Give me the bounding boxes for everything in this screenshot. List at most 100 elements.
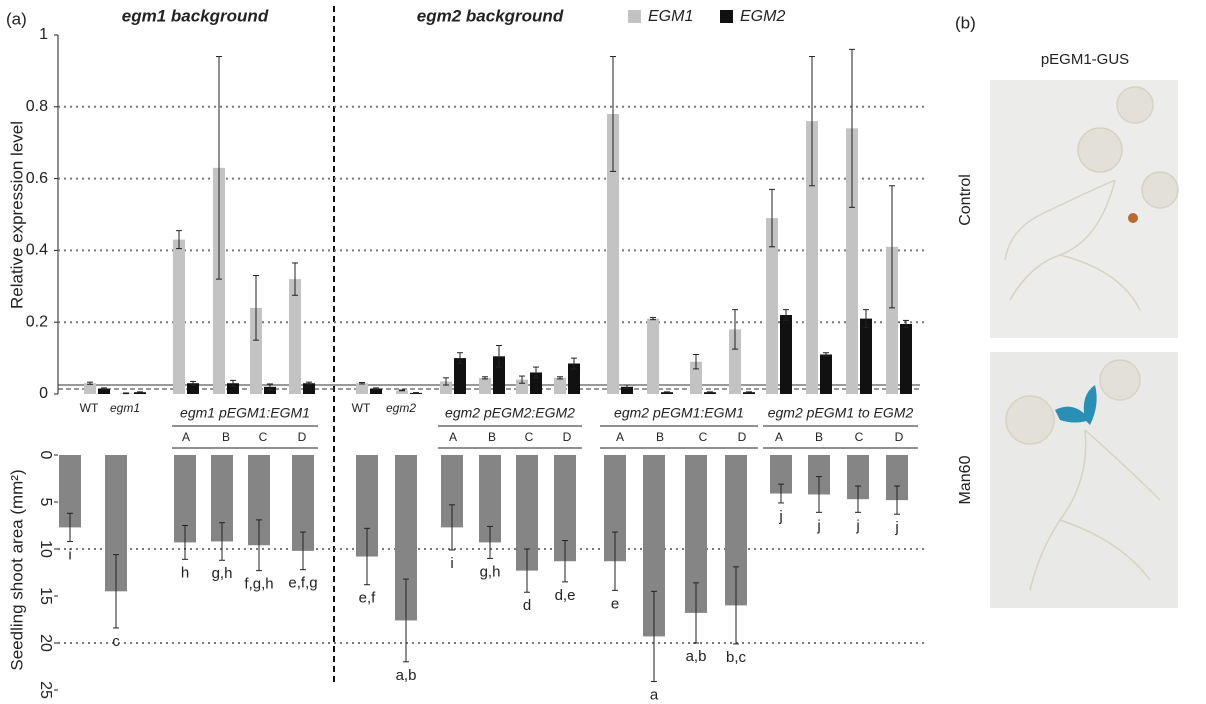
legend-label: EGM2 [740,8,785,25]
significance-label: i [450,555,453,572]
bar [846,128,858,394]
legend-label: EGM1 [648,8,693,25]
x-tick-label: A [182,430,190,444]
x-tick-label: C [855,430,864,444]
error-bar [457,352,463,364]
error-bar [373,387,379,390]
panel-title: pEGM1-GUS [1041,51,1129,68]
bar [554,377,566,394]
error-bar [650,317,656,321]
error-bar [903,319,909,329]
bar [493,356,505,394]
x-tick-label: A [616,430,624,444]
significance-label: j [894,519,898,536]
error-bar [219,522,225,561]
seedling [1004,86,1179,591]
error-bar [123,392,129,395]
significance-label: d [523,597,531,614]
error-bar [664,391,670,394]
bar [604,455,626,562]
error-bar [300,531,306,571]
error-bar [612,531,618,591]
x-tick-label: C [525,430,534,444]
panel-label: (a) [6,9,27,28]
error-bar [562,540,568,583]
bar [84,383,96,394]
error-bar [482,376,488,380]
significance-label: b,c [726,649,747,666]
error-bar [292,262,298,296]
bar [900,323,912,394]
error-bar [87,381,93,385]
bar [770,455,792,494]
y-tick-label: 0 [37,451,54,460]
significance-label: j [855,517,859,534]
y-tick-label: 0.2 [26,313,48,330]
error-bar [190,380,196,386]
significance-label: a [650,687,659,704]
x-tick-label: A [775,430,783,444]
bar [479,377,491,394]
error-bar [267,383,273,391]
error-bar [113,554,119,629]
bar [621,386,633,394]
bar [743,392,755,394]
error-bar [519,375,525,384]
bar [806,121,818,394]
y-tick-label: 0.6 [26,170,48,187]
group-label: egm2 pEGM1 to EGM2 [768,405,914,421]
x-tick-label: D [298,430,307,444]
group-label: egm2 pEGM2:EGM2 [445,405,575,421]
gus-stain [1055,385,1097,425]
legend-swatch [720,10,733,23]
bar [105,455,127,592]
group-label: egm2 pEGM1:EGM1 [614,405,744,421]
bar [395,455,417,621]
bar [396,390,408,394]
bar [59,455,81,528]
x-tick-label: B [656,430,664,444]
x-tick-label: A [449,430,457,444]
bar [886,246,898,394]
legend-swatch [628,10,641,23]
bar [607,113,619,394]
row-label: Man60 [957,455,974,504]
bar [187,383,199,394]
error-bar [889,185,895,309]
y-axis-title: Relative expression level [7,121,26,309]
photo [990,80,1178,338]
error-bar [364,527,370,586]
significance-label: d,e [555,587,576,604]
background-header: egm2 background [417,6,564,25]
bar [303,383,315,394]
significance-label: g,h [212,565,233,582]
error-bar [487,525,493,559]
row-label: Control [957,174,974,226]
error-bar [732,309,738,350]
error-bar [693,354,699,370]
error-bar [533,366,539,379]
bar [690,361,702,394]
bar [725,455,747,606]
error-bar [809,56,815,187]
y-tick-label: 0.4 [26,242,48,259]
error-bar [863,309,869,329]
bar [370,388,382,394]
error-bar [137,391,143,394]
significance-label: e,f,g [288,575,317,592]
bar [174,455,196,543]
error-bar [769,188,775,248]
error-bar [253,275,259,341]
error-bar [524,548,530,593]
error-bar [443,377,449,386]
bar [661,392,673,394]
bar [227,383,239,394]
bar [213,167,225,394]
bar [808,455,830,495]
x-tick-label: egm1 [110,401,140,415]
y-tick-label: 15 [37,587,54,605]
x-tick-label: D [895,430,904,444]
error-bar [816,476,822,513]
bar [820,354,832,394]
bar [729,329,741,394]
